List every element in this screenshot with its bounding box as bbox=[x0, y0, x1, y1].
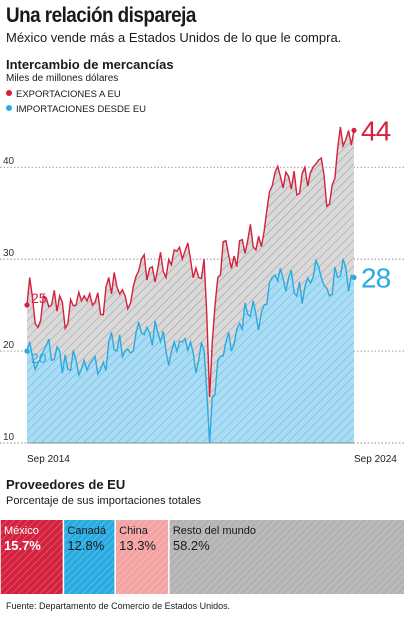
trade-unit-label: Miles de millones dólares bbox=[6, 73, 119, 84]
bar-segment-hatch bbox=[0, 520, 64, 594]
imports-area-hatch bbox=[27, 258, 354, 443]
page-subtitle: México vende más a Estados Unidos de lo … bbox=[6, 30, 342, 45]
bar-category-label: Canadá bbox=[67, 525, 106, 537]
x-tick-label-end: Sep 2024 bbox=[354, 454, 397, 465]
bar-category-label: México bbox=[4, 525, 39, 537]
y-tick-label: 40 bbox=[3, 156, 15, 167]
exports-line bbox=[26, 126, 355, 398]
imports-line bbox=[26, 257, 355, 444]
y-tick-label: 10 bbox=[3, 432, 15, 443]
bar-segment-hatch bbox=[115, 520, 169, 594]
trade-section-title: Intercambio de mercancías bbox=[6, 57, 174, 72]
suppliers-section-title: Proveedores de EU bbox=[6, 477, 126, 492]
bar-value-label: 13.3% bbox=[119, 538, 156, 553]
legend-imports: IMPORTACIONES DESDE EU bbox=[6, 104, 146, 115]
source-note: Fuente: Departamento de Comercio de Esta… bbox=[6, 601, 231, 611]
exports-start-point bbox=[24, 302, 30, 308]
legend-imports-label: IMPORTACIONES DESDE EU bbox=[16, 104, 147, 115]
imports-start-label: 20 bbox=[31, 350, 47, 366]
imports-end-point bbox=[351, 274, 357, 281]
page-title: Una relación dispareja bbox=[6, 4, 196, 27]
exports-end-point bbox=[351, 127, 357, 133]
trade-line-chart: 10 20 30 40 25 20 44 28 Sep 2014 Sep 2024 bbox=[0, 115, 404, 465]
bar-value-label: 12.8% bbox=[67, 538, 104, 553]
bar-value-label: 15.7% bbox=[4, 538, 41, 553]
legend-exports-label: EXPORTACIONES A EU bbox=[16, 89, 121, 100]
exports-start-label: 25 bbox=[31, 290, 47, 306]
bar-value-label: 58.2% bbox=[173, 538, 210, 553]
bar-category-label: Resto del mundo bbox=[173, 525, 256, 537]
bar-category-label: China bbox=[119, 525, 149, 537]
imports-start-point bbox=[24, 348, 30, 354]
legend-imports-swatch bbox=[6, 105, 12, 111]
legend-exports: EXPORTACIONES A EU bbox=[6, 89, 121, 100]
x-tick-label-start: Sep 2014 bbox=[27, 454, 70, 465]
imports-end-label: 28 bbox=[361, 263, 391, 294]
bar-segment-hatch bbox=[63, 520, 116, 594]
y-tick-label: 20 bbox=[3, 340, 15, 351]
legend-exports-swatch bbox=[6, 90, 12, 96]
y-tick-label: 30 bbox=[3, 248, 15, 259]
exports-end-label: 44 bbox=[361, 115, 391, 146]
bar-segment-hatch bbox=[168, 520, 404, 594]
suppliers-subtitle: Porcentaje de sus importaciones totales bbox=[6, 495, 202, 507]
